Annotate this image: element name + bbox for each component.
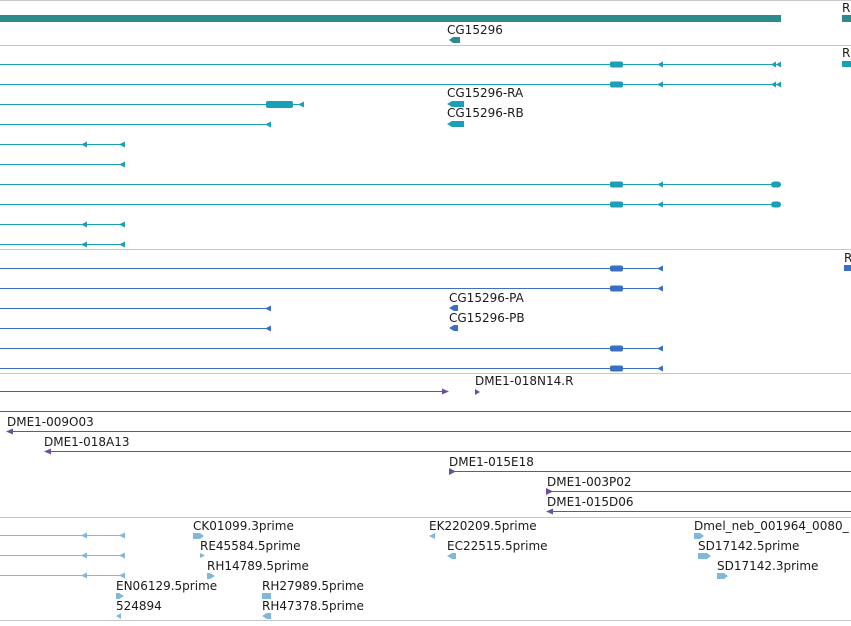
est-feature[interactable] bbox=[193, 533, 204, 539]
est-feature[interactable] bbox=[262, 613, 271, 619]
transcript-row[interactable] bbox=[0, 181, 781, 188]
est-label[interactable]: RE45584.5prime bbox=[200, 539, 301, 553]
est-label[interactable]: EC22515.5prime bbox=[447, 539, 548, 553]
transcript-track: R CG15296-RA CG15296-RB bbox=[0, 46, 851, 248]
gene-feature-cg15296[interactable] bbox=[449, 37, 460, 43]
clone-track: DME1-018N14.R DME1-009O03 DME1-018A13 DM… bbox=[0, 374, 851, 515]
protein-row[interactable] bbox=[0, 305, 271, 312]
transcript-row[interactable] bbox=[0, 101, 304, 108]
protein-row[interactable] bbox=[0, 325, 271, 332]
est-feature[interactable] bbox=[207, 573, 215, 579]
est-label[interactable]: RH47378.5prime bbox=[262, 599, 364, 613]
est-label[interactable]: SD17142.3prime bbox=[717, 559, 818, 573]
clone-feature[interactable] bbox=[475, 389, 480, 395]
est-label[interactable]: CK01099.3prime bbox=[193, 519, 294, 533]
clone-label[interactable]: DME1-015D06 bbox=[547, 495, 634, 509]
est-label[interactable]: RH14789.5prime bbox=[207, 559, 309, 573]
transcript-feature-ra[interactable] bbox=[447, 101, 464, 107]
transcript-label-rb[interactable]: CG15296-RB bbox=[447, 106, 524, 120]
protein-row[interactable] bbox=[0, 265, 663, 272]
est-feature[interactable] bbox=[429, 533, 435, 539]
track-edge-label: R bbox=[844, 251, 851, 265]
protein-label-pb[interactable]: CG15296-PB bbox=[449, 311, 525, 325]
clone-label[interactable]: DME1-015E18 bbox=[449, 455, 534, 469]
transcript-row[interactable] bbox=[0, 221, 125, 228]
est-feature[interactable] bbox=[447, 553, 456, 559]
protein-feature-right[interactable] bbox=[844, 265, 851, 271]
est-row[interactable] bbox=[0, 572, 125, 579]
protein-row[interactable] bbox=[0, 345, 663, 352]
est-feature[interactable] bbox=[262, 593, 271, 599]
est-feature[interactable] bbox=[717, 573, 728, 579]
transcript-row[interactable] bbox=[0, 241, 125, 248]
est-feature[interactable] bbox=[116, 613, 121, 619]
gene-span-bar-right[interactable] bbox=[842, 15, 851, 22]
track-edge-label: R bbox=[842, 46, 850, 60]
protein-feature-pa[interactable] bbox=[449, 305, 458, 311]
est-feature[interactable] bbox=[698, 553, 711, 559]
clone-row[interactable] bbox=[0, 388, 449, 395]
transcript-feature-right[interactable] bbox=[842, 61, 851, 67]
est-label[interactable]: RH27989.5prime bbox=[262, 579, 364, 593]
clone-row[interactable] bbox=[6, 428, 851, 435]
est-label[interactable]: SD17142.5prime bbox=[698, 539, 799, 553]
clone-label[interactable]: DME1-018N14.R bbox=[475, 374, 573, 388]
est-feature[interactable] bbox=[694, 533, 704, 539]
transcript-row[interactable] bbox=[0, 141, 125, 148]
clone-row[interactable] bbox=[546, 508, 851, 515]
transcript-row[interactable] bbox=[0, 201, 781, 208]
gene-span-bar[interactable] bbox=[0, 15, 781, 22]
clone-label[interactable]: DME1-018A13 bbox=[44, 435, 130, 449]
transcript-feature-rb[interactable] bbox=[447, 121, 464, 127]
est-label[interactable]: 524894 bbox=[116, 599, 162, 613]
protein-label-pa[interactable]: CG15296-PA bbox=[449, 291, 525, 305]
transcript-row[interactable] bbox=[0, 61, 781, 68]
gene-track: R CG15296 bbox=[0, 0, 851, 46]
protein-row[interactable] bbox=[0, 365, 663, 372]
est-label[interactable]: Dmel_neb_001964_0080_ bbox=[694, 519, 850, 533]
transcript-row[interactable] bbox=[0, 121, 271, 128]
clone-row[interactable] bbox=[449, 468, 851, 475]
est-feature[interactable] bbox=[116, 593, 124, 599]
est-label[interactable]: EK220209.5prime bbox=[429, 519, 537, 533]
est-row[interactable] bbox=[0, 552, 125, 559]
gene-label[interactable]: CG15296 bbox=[447, 23, 503, 37]
protein-feature-pb[interactable] bbox=[449, 325, 458, 331]
transcript-row[interactable] bbox=[0, 81, 781, 88]
transcript-row[interactable] bbox=[0, 161, 125, 168]
clone-row[interactable] bbox=[44, 448, 851, 455]
transcript-label-ra[interactable]: CG15296-RA bbox=[447, 86, 524, 100]
clone-label[interactable]: DME1-009O03 bbox=[7, 415, 94, 429]
est-track: CK01099.3prime RE45584.5prime RH14789.5p… bbox=[0, 519, 850, 619]
est-feature[interactable] bbox=[200, 553, 205, 558]
clone-label[interactable]: DME1-003P02 bbox=[547, 475, 632, 489]
track-edge-label: R bbox=[842, 1, 850, 15]
est-label[interactable]: EN06129.5prime bbox=[116, 579, 217, 593]
protein-track: R CG15296-PA CG15296-PB bbox=[0, 251, 851, 372]
protein-row[interactable] bbox=[0, 285, 663, 292]
clone-row[interactable] bbox=[546, 488, 851, 495]
est-row[interactable] bbox=[0, 532, 125, 539]
